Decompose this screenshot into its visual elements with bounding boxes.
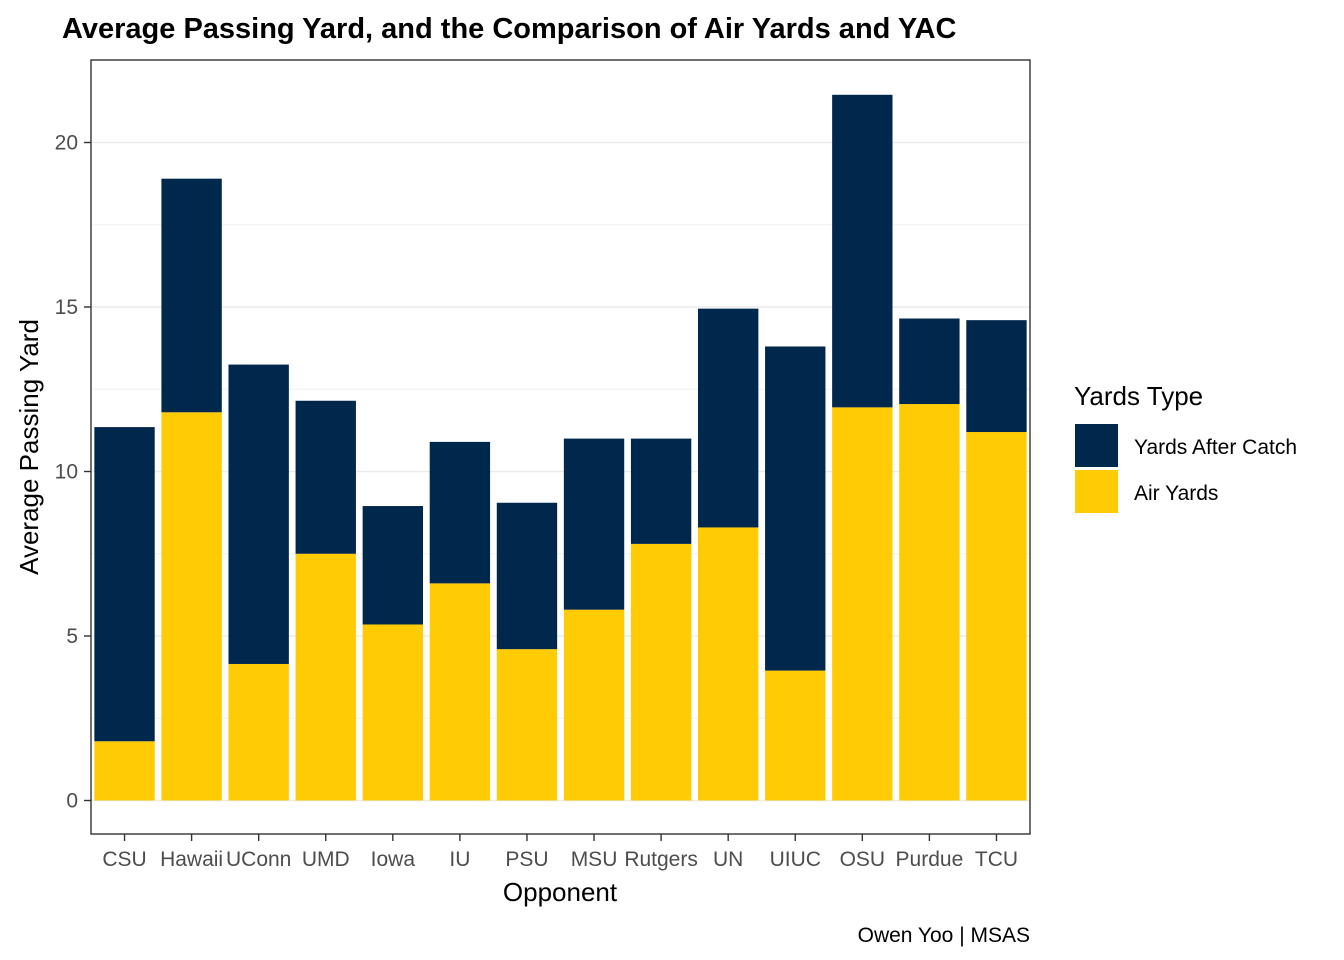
bar-yac-hawaii — [161, 178, 222, 413]
bar-yac-csu — [94, 427, 155, 742]
legend-key — [1075, 470, 1118, 513]
bar-air-yards-osu — [832, 407, 893, 801]
bar-yac-msu — [563, 438, 625, 610]
bar-yac-iu — [429, 441, 491, 584]
legend-title: Yards Type — [1074, 381, 1203, 411]
bar-yac-uiuc — [765, 346, 826, 671]
legend-label: Yards After Catch — [1134, 436, 1297, 459]
x-tick-label: OSU — [840, 848, 886, 871]
y-tick-label: 10 — [55, 461, 78, 484]
x-tick-label: UMD — [302, 848, 350, 871]
y-tick-label: 5 — [66, 625, 78, 648]
bar-air-yards-iowa — [362, 624, 424, 801]
x-tick-label: IU — [449, 848, 470, 871]
x-tick-label: CSU — [102, 848, 146, 871]
bar-yac-iowa — [362, 506, 424, 625]
bar-yac-osu — [832, 94, 893, 408]
plot-border — [90, 59, 1031, 835]
x-tick-label: TCU — [975, 848, 1018, 871]
bar-air-yards-un — [697, 527, 759, 801]
bar-yac-uconn — [228, 364, 289, 664]
x-tick-label: PSU — [505, 848, 548, 871]
bar-yac-un — [697, 308, 759, 528]
bar-yac-tcu — [966, 320, 1027, 433]
y-tick-label: 15 — [55, 296, 78, 319]
bar-air-yards-psu — [496, 649, 558, 801]
x-axis-title: Opponent — [503, 877, 618, 907]
x-tick-label: Purdue — [896, 848, 964, 871]
x-tick-label: Iowa — [371, 848, 416, 871]
bar-air-yards-rutgers — [630, 543, 692, 801]
bar-air-yards-msu — [563, 609, 625, 801]
bar-air-yards-uiuc — [765, 670, 826, 801]
bar-air-yards-tcu — [966, 432, 1027, 801]
bar-yac-psu — [496, 502, 558, 650]
x-tick-label: UN — [713, 848, 743, 871]
x-tick-label: Rutgers — [624, 848, 698, 871]
bar-air-yards-umd — [295, 553, 356, 801]
bar-air-yards-csu — [94, 741, 155, 801]
bar-air-yards-purdue — [899, 404, 960, 801]
bar-yac-rutgers — [630, 438, 692, 544]
x-tick-label: Hawaii — [160, 848, 223, 871]
bar-air-yards-hawaii — [161, 412, 222, 801]
y-axis-title: Average Passing Yard — [14, 319, 44, 575]
bar-yac-umd — [295, 400, 356, 554]
plot-area: CSU Hawaii UConn UMD Iowa IU PSU MSU Rutgers UN UI… — [55, 59, 1031, 871]
y-tick-label: 0 — [66, 790, 78, 813]
bar-yac-purdue — [899, 318, 960, 405]
bar-air-yards-uconn — [228, 663, 289, 801]
bar-air-yards-iu — [429, 583, 491, 801]
x-tick-label: MSU — [571, 848, 618, 871]
caption: Owen Yoo | MSAS — [858, 924, 1030, 947]
legend: Yards Type Yards After Catch Air Yards — [1074, 381, 1297, 513]
legend-key — [1075, 424, 1118, 467]
x-tick-label: UConn — [226, 848, 291, 871]
x-tick-label: UIUC — [770, 848, 821, 871]
y-tick-label: 20 — [55, 132, 78, 155]
chart-title: Average Passing Yard, and the Comparison… — [62, 13, 957, 45]
legend-label: Air Yards — [1134, 482, 1218, 505]
